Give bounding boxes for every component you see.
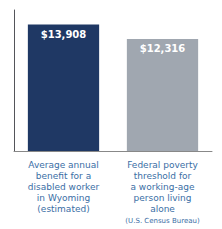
svg-text:disabled worker: disabled worker	[28, 182, 100, 192]
svg-text:$13,908: $13,908	[41, 29, 87, 40]
svg-text:(U.S. Census Bureau): (U.S. Census Bureau)	[125, 217, 200, 225]
svg-text:in Wyoming: in Wyoming	[37, 193, 90, 203]
svg-text:Average annual: Average annual	[28, 160, 98, 170]
svg-text:$12,316: $12,316	[140, 43, 186, 54]
svg-text:a working-age: a working-age	[130, 182, 195, 192]
svg-text:person living: person living	[134, 193, 192, 203]
svg-text:benefit for a: benefit for a	[36, 171, 91, 181]
svg-text:(estimated): (estimated)	[37, 204, 89, 214]
svg-text:alone: alone	[150, 204, 175, 214]
svg-text:Federal poverty: Federal poverty	[127, 160, 198, 170]
svg-text:threshold for: threshold for	[134, 171, 192, 181]
